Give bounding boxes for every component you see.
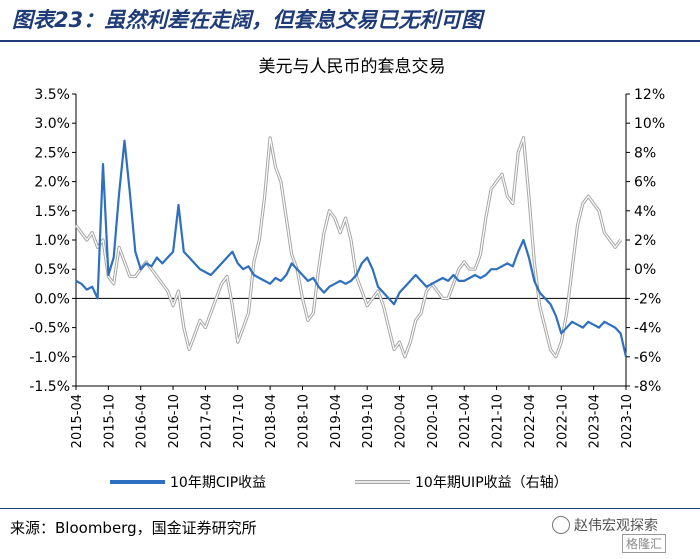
x-tick-label: 2022-10 — [555, 394, 570, 448]
x-tick-label: 2020-04 — [394, 394, 409, 448]
series-line-uip-core — [75, 137, 622, 358]
x-tick-label: 2021-10 — [491, 394, 506, 448]
source-note: 来源：Bloomberg，国金证券研究所 — [10, 519, 257, 537]
series-line-uip-outline — [74, 136, 622, 359]
y-left-tick-label: 0.0% — [34, 291, 70, 307]
y-right-tick-label: -4% — [634, 321, 661, 337]
x-tick-label: 2022-04 — [523, 394, 538, 448]
y-right-tick-label: -6% — [634, 350, 661, 366]
y-right-tick-label: -2% — [634, 291, 661, 307]
y-left-tick-label: 1.0% — [34, 233, 70, 249]
x-tick-label: 2018-10 — [296, 394, 311, 448]
y-left-tick-label: 1.5% — [34, 204, 70, 220]
x-tick-label: 2023-10 — [620, 394, 635, 448]
x-tick-label: 2019-04 — [329, 394, 344, 448]
y-right-tick-label: 10% — [634, 116, 665, 132]
y-right-tick-label: 0% — [634, 262, 656, 278]
y-right-tick-label: 2% — [634, 233, 656, 249]
x-tick-label: 2016-04 — [135, 394, 150, 448]
x-tick-label: 2020-10 — [426, 394, 441, 448]
y-right-tick-label: -8% — [634, 379, 661, 395]
watermark: 赵伟宏观探索 — [552, 515, 658, 535]
y-left-tick-label: 3.0% — [34, 116, 70, 132]
wechat-icon — [552, 516, 570, 534]
x-tick-label: 2017-04 — [199, 394, 214, 448]
chart-title: 美元与人民币的套息交易 — [259, 57, 446, 77]
x-tick-label: 2023-04 — [588, 394, 603, 448]
figure-title: 图表23：虽然利差在走阔，但套息交易已无利可图 — [12, 8, 483, 32]
legend-label: 10年期CIP收益 — [170, 475, 266, 491]
y-left-tick-label: 3.5% — [34, 87, 70, 103]
y-right-tick-label: 6% — [634, 175, 656, 191]
brand-logo: 格隆汇 — [622, 534, 667, 553]
x-tick-label: 2015-10 — [102, 394, 117, 448]
x-tick-label: 2019-10 — [361, 394, 376, 448]
y-left-tick-label: 2.0% — [34, 175, 70, 191]
axes: -1.5% -1.0% -0.5% 0.0% 0.5% 1.0% 1.5% 2.0% 2.5% 3… — [29, 87, 665, 448]
chart: 美元与人民币的套息交易 -1.5% -1.0% -0.5% 0.0% 0.5% 1.0% 1… — [29, 57, 665, 491]
y-left-tick-label: 2.5% — [34, 145, 70, 161]
y-left-tick-label: -0.5% — [29, 321, 70, 337]
y-left-tick-label: -1.0% — [29, 350, 70, 366]
y-left-tick-label: -1.5% — [29, 379, 70, 395]
x-tick-label: 2017-10 — [232, 394, 247, 448]
x-tick-label: 2016-10 — [167, 394, 182, 448]
legend-label: 10年期UIP收益（右轴） — [415, 475, 568, 491]
y-right-tick-label: 8% — [634, 145, 656, 161]
title-rule — [0, 40, 700, 42]
series-line-cip — [75, 139, 628, 358]
legend: 10年期CIP收益 10年期UIP收益（右轴） — [110, 475, 568, 491]
x-tick-label: 2018-04 — [264, 394, 279, 448]
x-tick-label: 2015-04 — [70, 394, 85, 448]
x-tick-label: 2021-04 — [458, 394, 473, 448]
y-right-tick-label: 4% — [634, 204, 656, 220]
y-right-tick-label: 12% — [634, 87, 665, 103]
series-layer — [74, 136, 628, 359]
watermark-text: 赵伟宏观探索 — [574, 518, 658, 534]
y-left-tick-label: 0.5% — [34, 262, 70, 278]
source-rule — [0, 508, 700, 509]
